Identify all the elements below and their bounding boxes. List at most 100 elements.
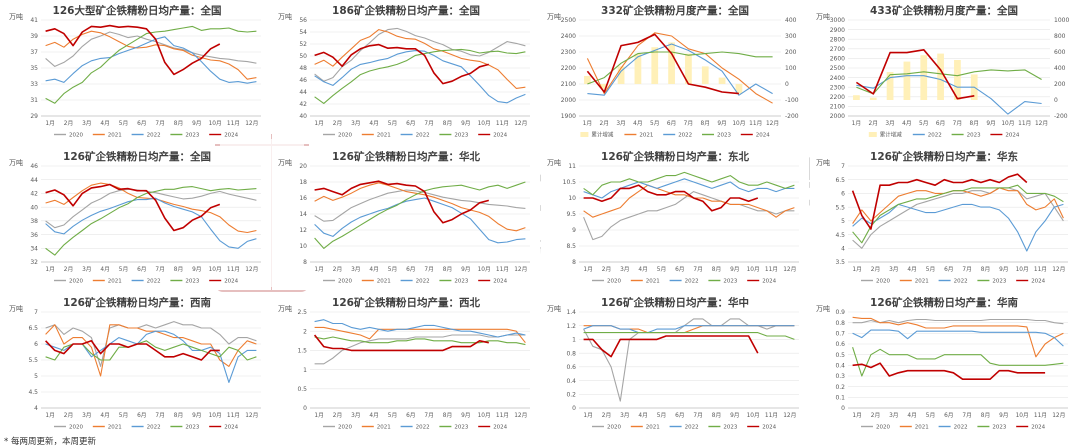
chart-panel: 4 4.5 5 5.5 6 6.5 7 1月 2月 3月 4月 5月 6月 7月 8月 9月 10月 11月 12月… — [3, 292, 271, 436]
x-tick-label: 6月 — [675, 412, 685, 419]
x-tick-label: 2月 — [871, 412, 881, 419]
x-tick-label: 7月 — [424, 120, 434, 127]
chart-grid: 29 31 33 35 37 39 41 1月 2月 3月 4月 5月 6月 7月 8月 9月 10月 11月 12… — [9, 0, 1070, 431]
series-line-2023 — [852, 347, 1064, 377]
chart-panel: 1900 2000 2100 2200 2300 2400 2500 -200 -100 0 100… — [541, 0, 809, 144]
y-tick-label: 44 — [30, 177, 38, 184]
legend-item: 2023 — [977, 425, 1007, 431]
chart-svg: 8 10 12 14 16 18 20 1月 2月 3月 4月 5月 6月 7月 8月 9月 10月 11月 12月… — [299, 163, 530, 285]
chart-title: 126矿企铁精粉日均产量：西南 — [63, 297, 211, 309]
x-tick-label: 1月 — [45, 120, 55, 127]
y-axis-unit: 万吨 — [547, 159, 561, 167]
y-tick-label: 6 — [34, 341, 38, 348]
y-tick-label: 9.5 — [566, 211, 576, 218]
y-tick-label: 31 — [30, 97, 38, 104]
y2-tick-label: 200 — [785, 49, 797, 56]
svg-text:2020: 2020 — [876, 425, 890, 431]
chart-svg: 32 34 36 38 40 42 44 46 1月 2月 3月 4月 5月 6月 7月 8月 9月 10月 11月… — [30, 163, 261, 285]
y-tick-label: 0 — [841, 405, 845, 412]
y-axis-unit: 万吨 — [816, 305, 830, 313]
legend-item: 2021 — [899, 425, 929, 431]
series-line-2020 — [314, 189, 526, 222]
y-tick-label: 0.4 — [835, 363, 845, 370]
legend-item: 2024 — [478, 279, 508, 285]
chart-panel: 0 0.1 0.2 0.3 0.4 0.5 0.6 0.7 0.8 0.9 1月 2月 3月 4月 5月 6月… — [810, 292, 1078, 436]
svg-text:2021: 2021 — [377, 133, 391, 139]
y-tick-label: 0.8 — [566, 350, 576, 357]
y-tick-label: 2500 — [830, 65, 845, 72]
y-tick-label: 6.5 — [835, 177, 845, 184]
x-tick-label: 9月 — [461, 412, 471, 419]
x-tick-label: 3月 — [885, 120, 895, 127]
y-tick-label: 42 — [30, 191, 38, 198]
series-line-2020 — [583, 191, 795, 241]
x-tick-label: 10月 — [209, 412, 222, 419]
chart-title: 332矿企铁精粉月度产量：全国 — [601, 5, 749, 17]
legend-item: 2023 — [170, 133, 200, 139]
legend-item: 2022 — [400, 279, 430, 285]
x-tick-label: 4月 — [369, 412, 379, 419]
y-tick-label: 4 — [841, 245, 845, 252]
legend-item: 2024 — [478, 133, 508, 139]
chart-title: 126矿企铁精粉日均产量：华北 — [332, 151, 480, 163]
legend-item: 2022 — [912, 133, 942, 139]
y-tick-label: 8.5 — [566, 243, 576, 250]
svg-text:2021: 2021 — [108, 425, 122, 431]
x-tick-label: 4月 — [638, 412, 648, 419]
x-tick-label: 9月 — [461, 266, 471, 273]
x-tick-label: 3月 — [889, 412, 899, 419]
svg-text:2021: 2021 — [646, 425, 660, 431]
x-tick-label: 8月 — [174, 266, 184, 273]
x-tick-label: 1月 — [314, 412, 324, 419]
bar — [920, 55, 928, 100]
y-axis-unit: 万吨 — [816, 13, 830, 21]
chart-title: 126矿企铁精粉日均产量：东北 — [601, 151, 749, 163]
y-tick-label: 4 — [34, 405, 38, 412]
x-tick-label: 2月 — [871, 266, 881, 273]
x-tick-label: 5月 — [119, 412, 129, 419]
y-tick-label: 2000 — [561, 97, 576, 104]
legend-item: 2023 — [708, 425, 738, 431]
x-tick-label: 8月 — [174, 412, 184, 419]
y-axis-unit: 万吨 — [9, 13, 23, 21]
legend-item: 累计增减 — [580, 131, 614, 139]
y-tick-label: 0.2 — [835, 384, 845, 391]
x-tick-label: 1月 — [583, 412, 593, 419]
bar — [954, 60, 961, 100]
x-tick-label: 9月 — [730, 266, 740, 273]
series-line-2023 — [314, 336, 526, 346]
chart-title: 126矿企铁精粉日均产量：全国 — [63, 151, 211, 163]
legend-item: 2022 — [938, 425, 968, 431]
y-tick-label: 1.4 — [566, 309, 576, 316]
svg-text:2022: 2022 — [147, 133, 161, 139]
series-line-2023 — [583, 171, 795, 196]
x-tick-label: 10月 — [209, 120, 222, 127]
legend-item: 2021 — [361, 133, 391, 139]
y-tick-label: 12 — [299, 227, 307, 234]
svg-text:2020: 2020 — [876, 279, 890, 285]
y-tick-label: 2700 — [830, 46, 845, 53]
legend-item: 2022 — [669, 279, 699, 285]
series-line-2020 — [45, 31, 257, 67]
legend-item: 2023 — [439, 279, 469, 285]
bar — [903, 61, 911, 100]
svg-text:2024: 2024 — [224, 279, 238, 285]
series-line-2023 — [45, 186, 257, 256]
y-tick-label: 33 — [30, 81, 38, 88]
svg-text:2020: 2020 — [607, 425, 621, 431]
legend-item: 2024 — [478, 425, 508, 431]
legend-item: 2021 — [624, 133, 653, 139]
svg-text:2022: 2022 — [685, 279, 699, 285]
svg-text:2023: 2023 — [992, 425, 1006, 431]
y-tick-label: 35 — [30, 65, 38, 72]
svg-text:2022: 2022 — [147, 425, 161, 431]
x-tick-label: 10月 — [747, 266, 760, 273]
legend-item: 2024 — [1016, 425, 1046, 431]
y-tick-label: 0.3 — [835, 373, 845, 380]
x-tick-label: 3月 — [889, 266, 899, 273]
svg-text:2021: 2021 — [108, 133, 122, 139]
x-tick-label: 9月 — [192, 266, 202, 273]
y-tick-label: 44 — [299, 89, 307, 96]
legend-item: 2021 — [361, 279, 391, 285]
legend-item: 2022 — [131, 133, 161, 139]
